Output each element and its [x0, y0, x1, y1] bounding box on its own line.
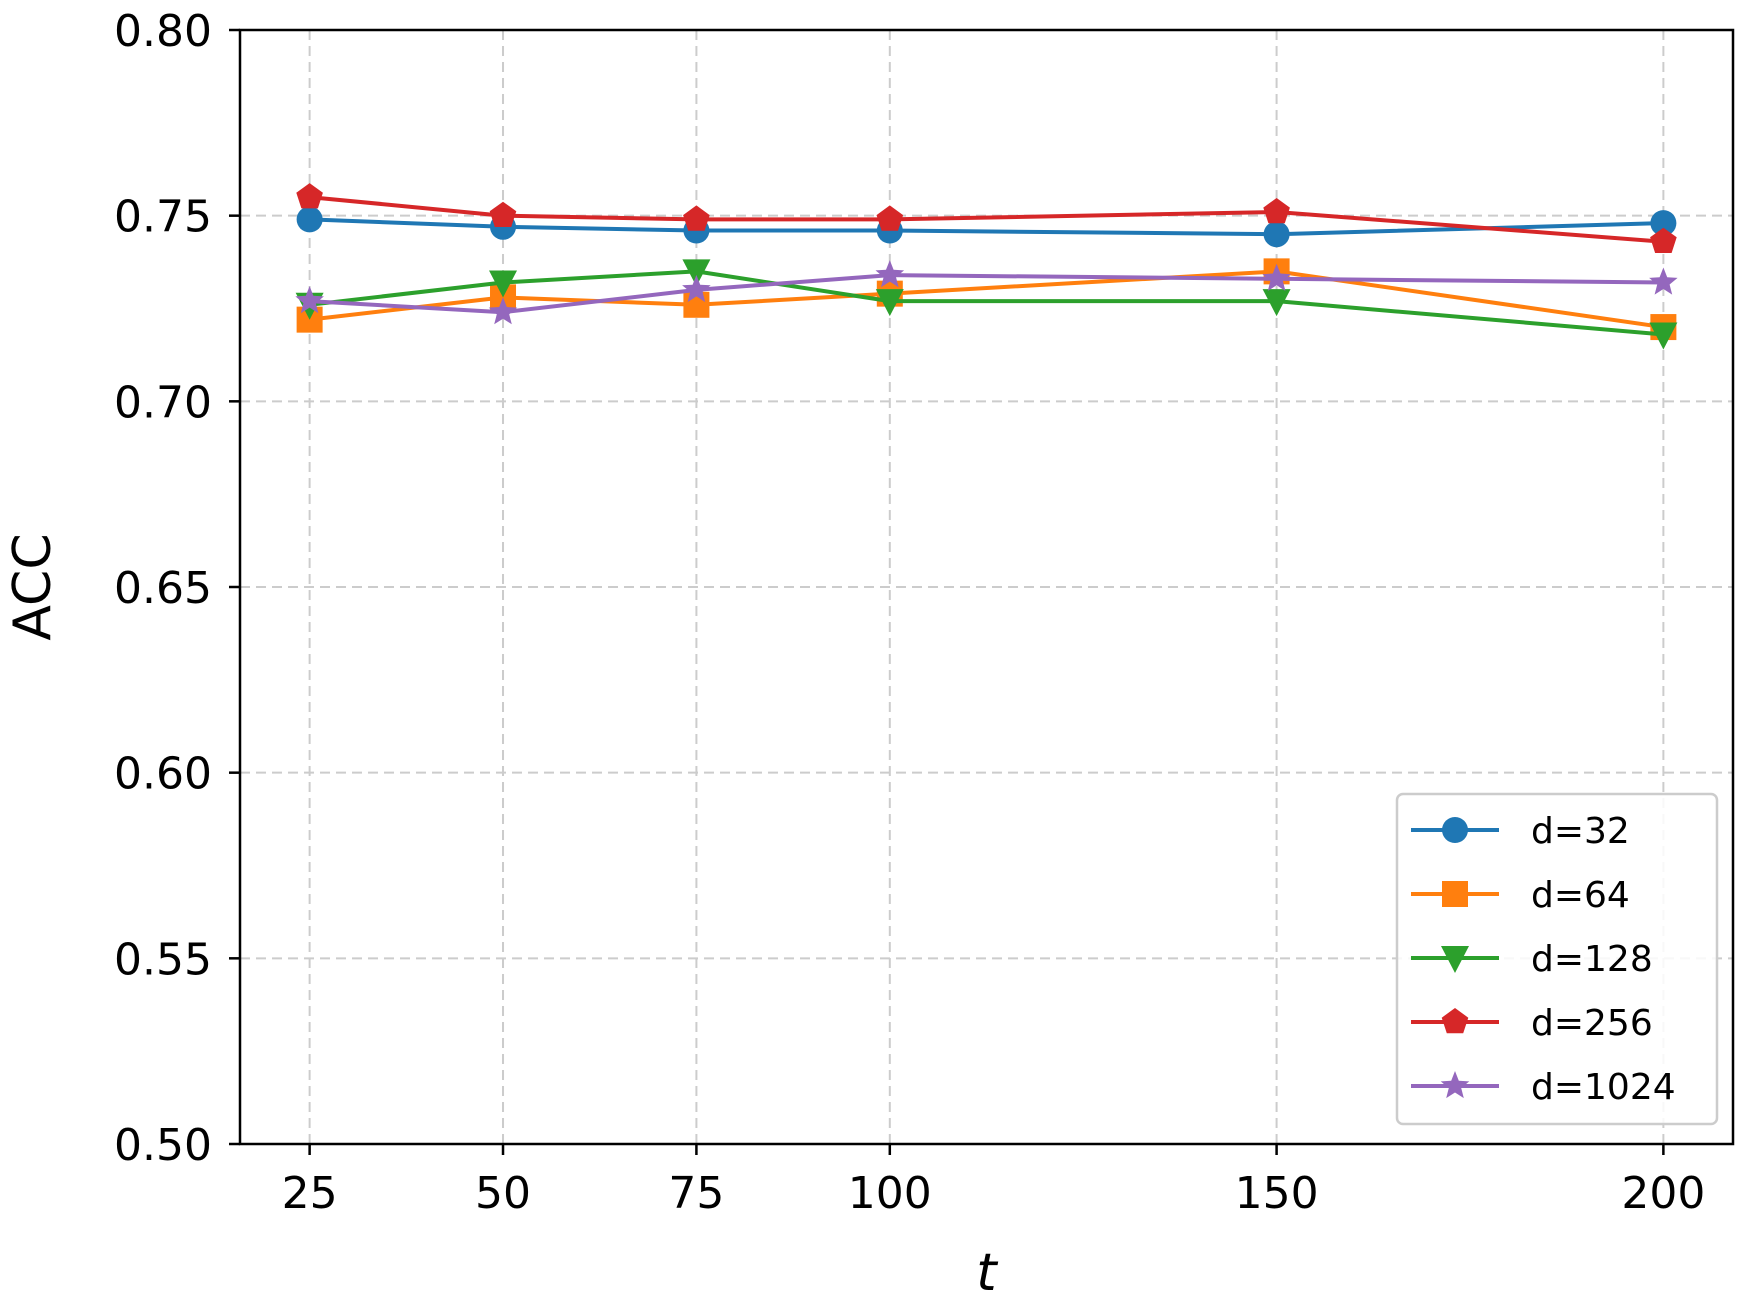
data-point — [875, 260, 905, 288]
data-point — [1262, 263, 1291, 291]
y-tick-label: 0.75 — [114, 192, 212, 243]
legend-label: d=128 — [1531, 939, 1653, 980]
legend-item: d=1024 — [1411, 1067, 1676, 1108]
legend-label: d=1024 — [1531, 1067, 1676, 1108]
legend-item: d=32 — [1411, 811, 1630, 852]
legend-label: d=64 — [1531, 875, 1630, 916]
legend-item: d=128 — [1411, 939, 1653, 980]
data-point — [1649, 267, 1678, 295]
series-d=1024 — [295, 260, 1678, 325]
data-point — [296, 183, 323, 209]
series-d=256 — [296, 183, 1677, 253]
legend-marker — [1441, 1008, 1469, 1034]
data-point — [875, 289, 904, 317]
y-tick-label: 0.65 — [114, 563, 212, 614]
series-line — [309, 273, 1664, 315]
data-point — [1263, 221, 1290, 248]
data-point — [489, 201, 517, 227]
legend-marker — [1440, 1071, 1470, 1099]
data-point — [1650, 227, 1677, 253]
legend: d=32 d=64 d=128 d=256 d=1024 — [1395, 792, 1719, 1126]
data-point — [488, 297, 518, 325]
data-point — [1649, 322, 1678, 350]
data-point — [1262, 289, 1291, 317]
legend-item: d=64 — [1411, 875, 1630, 916]
data-point — [682, 274, 711, 303]
y-tick-label: 0.80 — [114, 6, 212, 57]
y-axis-label: ACC — [3, 533, 63, 640]
legend-box — [1395, 792, 1719, 1126]
x-tick-label: 150 — [1235, 1168, 1319, 1219]
y-tick-label: 0.50 — [114, 1120, 212, 1171]
data-point — [682, 259, 711, 287]
x-tick-label: 75 — [668, 1168, 724, 1219]
legend-marker — [1442, 881, 1468, 907]
data-point — [1650, 210, 1677, 237]
legend-label: d=256 — [1531, 1003, 1653, 1044]
data-point — [296, 206, 323, 233]
data-point — [876, 205, 904, 231]
y-tick-label: 0.60 — [114, 749, 212, 800]
x-tick-label: 25 — [282, 1168, 338, 1219]
data-point — [1263, 198, 1290, 224]
x-axis-label: t — [976, 1243, 998, 1297]
legend-item: d=256 — [1411, 1003, 1653, 1044]
series-layer — [295, 183, 1678, 350]
x-tick-label: 200 — [1621, 1168, 1705, 1219]
x-tick-label: 100 — [848, 1168, 932, 1219]
series-line — [309, 217, 1664, 237]
legend-marker — [1441, 946, 1469, 973]
x-tick-label: 50 — [475, 1168, 531, 1219]
y-tick-label: 0.55 — [114, 934, 212, 985]
series-line — [309, 269, 1664, 337]
legend-marker — [1442, 817, 1468, 843]
data-point — [683, 205, 710, 231]
data-point — [295, 286, 324, 314]
legend-label: d=32 — [1531, 811, 1630, 852]
series-line — [309, 195, 1664, 244]
data-point — [489, 270, 518, 298]
axes: 25 50 75 100 150 200 0.50 0.55 0.60 0.65 0.70 0.75 0… — [114, 6, 1705, 1219]
y-tick-label: 0.70 — [114, 377, 212, 428]
series-d=128 — [295, 259, 1678, 350]
